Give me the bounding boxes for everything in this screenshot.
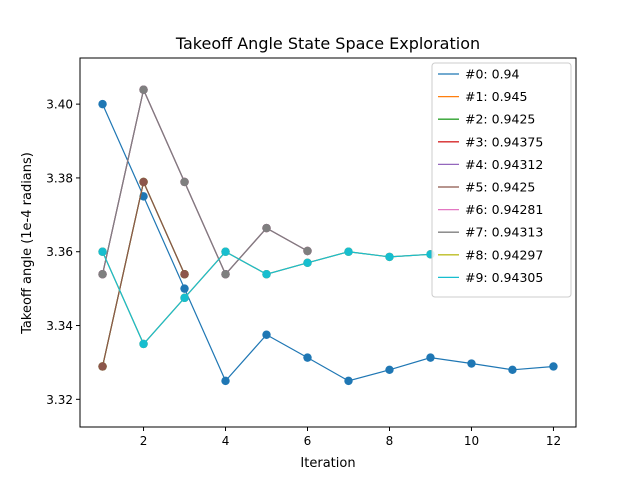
axes-border [79, 57, 577, 428]
data-point [344, 247, 353, 256]
axes-frame [79, 57, 577, 428]
y-tick-label: 3.38 [46, 171, 73, 185]
data-point [180, 270, 189, 279]
data-point [385, 252, 394, 262]
x-tick-label: 2 [140, 434, 148, 448]
data-point [262, 270, 271, 279]
y-axis: 3.32 3.34 3.36 3.38 3.40 [46, 98, 80, 407]
x-tick-label: 10 [464, 434, 479, 448]
data-point [180, 284, 189, 293]
data-point [385, 365, 394, 375]
legend-box [431, 62, 572, 298]
data-point [221, 270, 230, 279]
data-point [98, 247, 107, 256]
data-point [303, 246, 312, 256]
data-point [221, 376, 230, 386]
legend-entry: #6: 0.94281 [465, 202, 543, 217]
series-line-0 [102, 103, 554, 382]
data-point [139, 192, 148, 201]
legend-entry: #7: 0.94313 [465, 225, 543, 240]
data-point [303, 258, 312, 267]
y-tick-label: 3.34 [46, 319, 73, 333]
legend-entry: #2: 0.9425 [465, 112, 535, 127]
data-point [426, 353, 435, 362]
data-point [508, 365, 517, 375]
y-tick-label: 3.36 [46, 245, 73, 259]
chart-title: Takeoff Angle State Space Exploration [175, 34, 480, 53]
data-point [221, 247, 230, 256]
data-point [180, 293, 189, 303]
data-point [98, 362, 107, 371]
data-point [98, 270, 107, 279]
legend-entry: #5: 0.9425 [465, 180, 535, 195]
legend-entry: #4: 0.94312 [465, 157, 543, 172]
data-point [262, 223, 271, 233]
data-point [180, 177, 189, 187]
y-tick-label: 3.40 [46, 98, 73, 112]
legend-entry: #8: 0.94297 [465, 247, 543, 262]
x-tick-label: 12 [546, 434, 561, 448]
series-0 [98, 99, 558, 386]
y-tick-label: 3.32 [46, 393, 73, 407]
legend-entry: #1: 0.945 [465, 89, 527, 104]
x-axis-label: Iteration [300, 456, 355, 471]
x-axis: 2 4 6 8 10 12 [140, 427, 561, 448]
legend-entry: #9: 0.94305 [465, 270, 543, 285]
legend: #0: 0.94 #1: 0.945 #2: 0.9425 #3: 0.94375 #4… [431, 62, 572, 298]
data-point [98, 99, 107, 109]
plot-area [98, 85, 558, 386]
x-tick-label: 6 [304, 434, 312, 448]
legend-entry: #0: 0.94 [465, 67, 519, 82]
series-9 [98, 247, 435, 349]
data-point [139, 339, 148, 349]
y-axis-label: Takeoff angle (1e-4 radians) [20, 152, 35, 335]
data-point [549, 362, 558, 371]
legend-entry: #3: 0.94375 [465, 134, 543, 149]
series-line-7 [101, 87, 308, 276]
series-5 [98, 177, 189, 371]
data-point [139, 85, 148, 94]
x-tick-label: 8 [386, 434, 394, 448]
data-point [467, 359, 476, 368]
series-7 [98, 85, 312, 279]
x-tick-label: 4 [222, 434, 230, 448]
data-point [303, 353, 312, 362]
data-point [344, 376, 353, 386]
data-point [262, 330, 271, 339]
data-point [139, 177, 148, 187]
